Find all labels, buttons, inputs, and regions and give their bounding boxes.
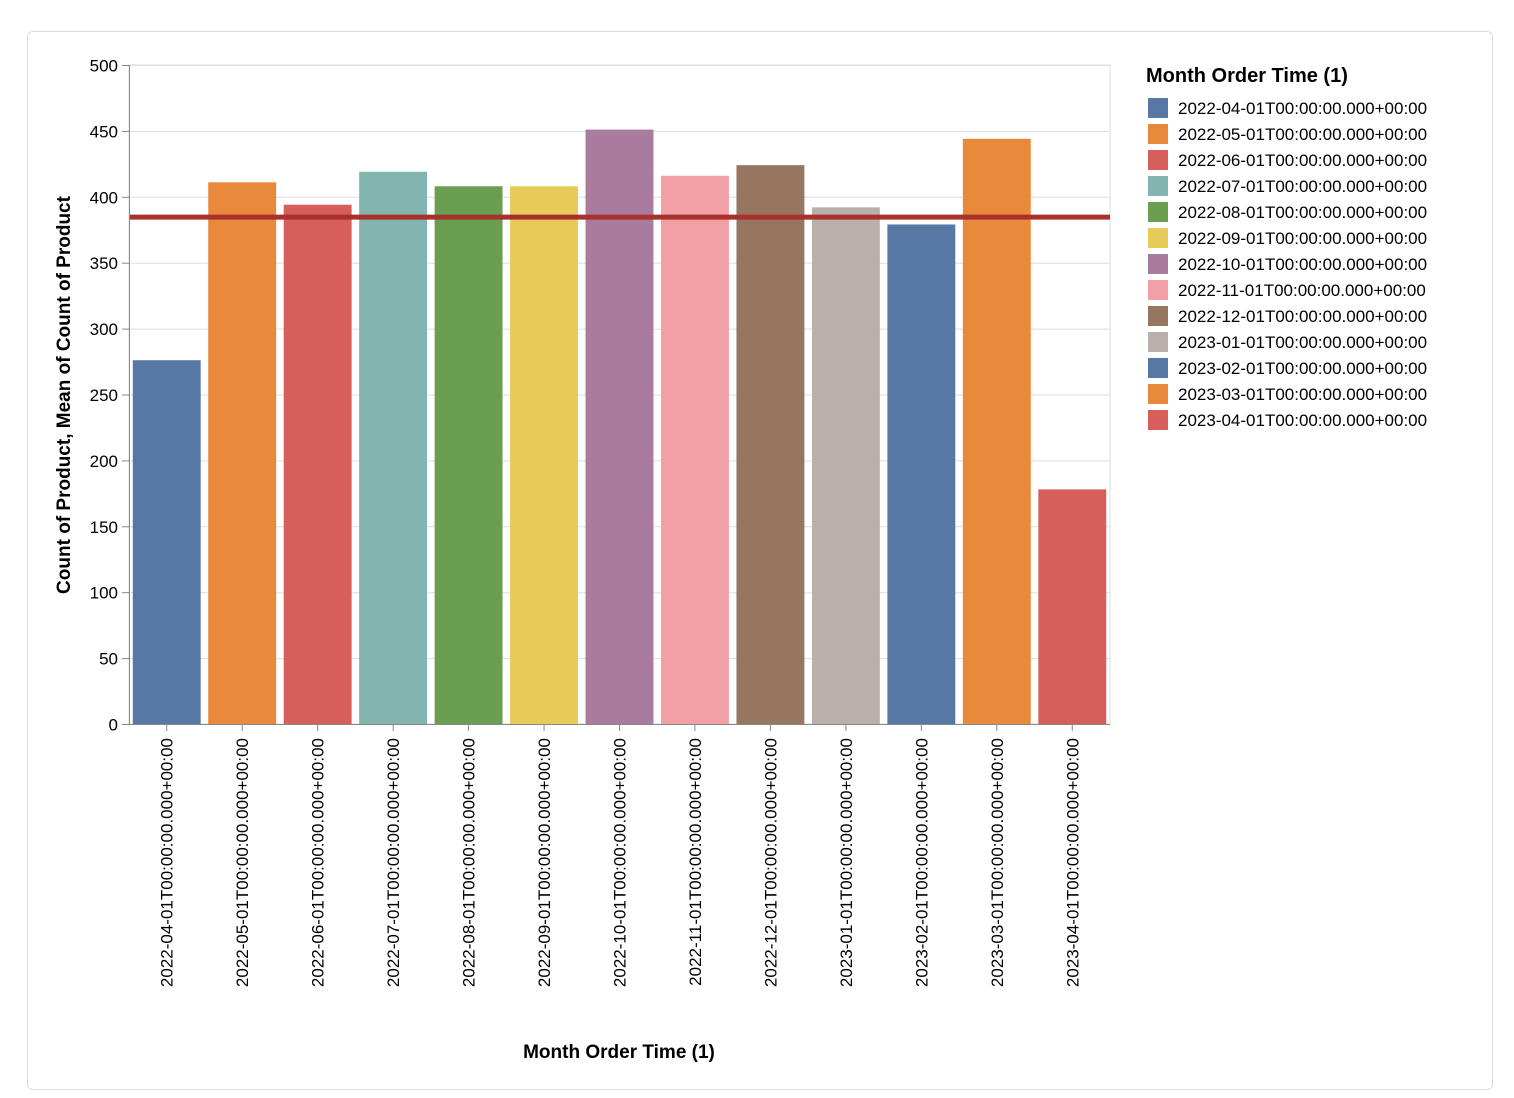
bar-2022-07 [359,171,428,724]
y-tick-label-250: 250 [90,386,118,405]
legend-swatch-2022-07 [1148,176,1168,196]
legend-label-2023-01: 2023-01-01T00:00:00.000+00:00 [1178,333,1427,352]
legend-swatch-2023-04 [1148,410,1168,430]
legend-swatch-2022-10 [1148,254,1168,274]
bar-2022-04 [132,360,201,724]
legend-swatch-2022-04 [1148,98,1168,118]
legend-swatch-2022-09 [1148,228,1168,248]
legend-label-2022-04: 2022-04-01T00:00:00.000+00:00 [1178,99,1427,118]
y-tick-label-200: 200 [90,452,118,471]
x-tick-label-2022-06: 2022-06-01T00:00:00.000+00:00 [309,738,328,987]
legend-swatch-2023-02 [1148,358,1168,378]
legend-swatch-2022-12 [1148,306,1168,326]
y-tick-label-300: 300 [90,320,118,339]
legend-swatch-2023-01 [1148,332,1168,352]
x-axis-title: Month Order Time (1) [523,1042,715,1063]
x-tick-label-2022-09: 2022-09-01T00:00:00.000+00:00 [535,738,554,987]
legend-label-2022-06: 2022-06-01T00:00:00.000+00:00 [1178,151,1427,170]
axes: 0 50 100 150 200 250 300 350 400 450 500 2022-04-01… [90,57,1110,987]
legend-label-2023-02: 2023-02-01T00:00:00.000+00:00 [1178,359,1427,378]
x-tick-label-2022-08: 2022-08-01T00:00:00.000+00:00 [460,738,479,987]
legend-label-2023-03: 2023-03-01T00:00:00.000+00:00 [1178,385,1427,404]
x-tick-label-2023-02: 2023-02-01T00:00:00.000+00:00 [912,738,931,987]
bar-2023-02 [887,224,956,724]
legend-label-2022-08: 2022-08-01T00:00:00.000+00:00 [1178,203,1427,222]
y-tick-label-350: 350 [90,254,118,273]
legend-label-2023-04: 2023-04-01T00:00:00.000+00:00 [1178,411,1427,430]
y-tick-label-50: 50 [99,650,118,669]
y-tick-label-0: 0 [109,716,118,735]
legend-label-2022-11: 2022-11-01T00:00:00.000+00:00 [1178,281,1426,300]
legend-label-2022-12: 2022-12-01T00:00:00.000+00:00 [1178,307,1427,326]
bar-2022-08 [434,186,503,725]
x-tick-label-2022-11: 2022-11-01T00:00:00.000+00:00 [686,738,705,986]
x-tick-label-2023-01: 2023-01-01T00:00:00.000+00:00 [837,738,856,987]
legend-swatch-2023-03 [1148,384,1168,404]
x-tick-label-2023-03: 2023-03-01T00:00:00.000+00:00 [988,738,1007,987]
bar-2023-03 [962,138,1031,725]
bar-2023-04 [1038,489,1107,724]
x-tick-label-2022-05: 2022-05-01T00:00:00.000+00:00 [233,738,252,987]
legend-swatch-2022-05 [1148,124,1168,144]
legend-label-2022-10: 2022-10-01T00:00:00.000+00:00 [1178,255,1427,274]
legend-label-2022-09: 2022-09-01T00:00:00.000+00:00 [1178,229,1427,248]
legend-label-2022-05: 2022-05-01T00:00:00.000+00:00 [1178,125,1427,144]
bar-2022-06 [283,204,352,724]
y-tick-label-450: 450 [90,122,118,141]
bar-2022-10 [585,129,654,724]
legend-swatch-2022-08 [1148,202,1168,222]
bar-2022-12 [736,165,805,725]
y-tick-label-500: 500 [90,57,118,76]
bars [132,129,1107,725]
x-tick-label-2022-12: 2022-12-01T00:00:00.000+00:00 [761,738,780,987]
bar-2023-01 [811,207,880,724]
x-tick-label-2022-04: 2022-04-01T00:00:00.000+00:00 [158,738,177,987]
x-tick-label-2023-04: 2023-04-01T00:00:00.000+00:00 [1063,738,1082,987]
bar-2022-05 [208,182,277,724]
legend: Month Order Time (1) 2022-04-01T00:00:00… [1146,65,1427,430]
y-tick-label-400: 400 [90,188,118,207]
legend-title: Month Order Time (1) [1146,65,1348,87]
y-axis-title: Count of Product, Mean of Count of Produ… [54,195,75,594]
bar-2022-11 [661,175,729,724]
legend-swatch-2022-11 [1148,280,1168,300]
legend-label-2022-07: 2022-07-01T00:00:00.000+00:00 [1178,177,1427,196]
x-tick-label-2022-07: 2022-07-01T00:00:00.000+00:00 [384,738,403,987]
bar-2022-09 [510,186,578,725]
y-tick-label-100: 100 [90,584,118,603]
y-tick-label-150: 150 [90,518,118,537]
x-tick-label-2022-10: 2022-10-01T00:00:00.000+00:00 [611,738,630,987]
legend-swatch-2022-06 [1148,150,1168,170]
